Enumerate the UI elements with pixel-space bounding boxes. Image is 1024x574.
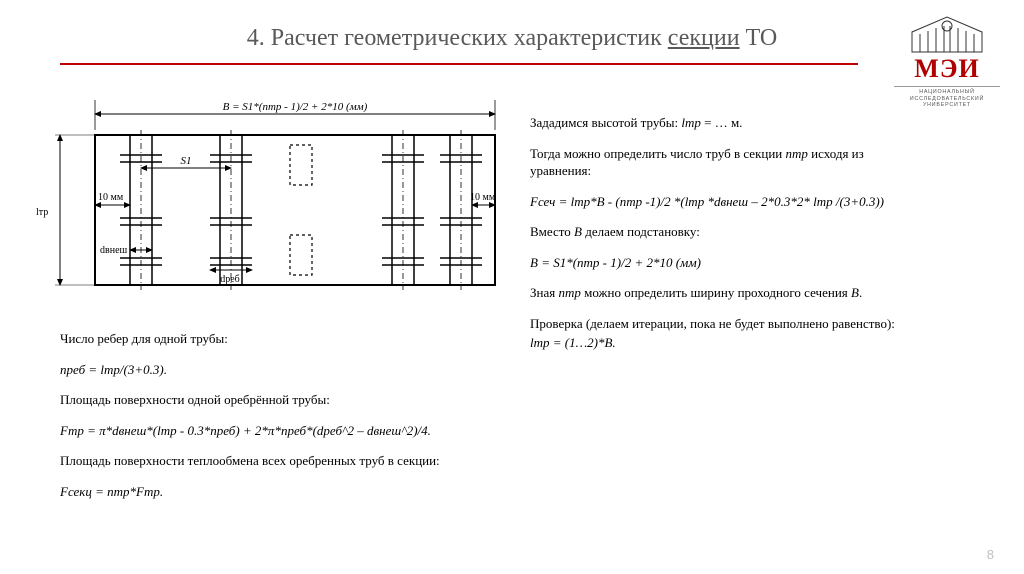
left-p3: Площадь поверхности теплообмена всех оре… <box>60 452 520 470</box>
title-prefix: 4. Расчет геометрических характеристик <box>247 25 668 51</box>
right-p4: Зная nтр можно определить ширину проходн… <box>530 284 920 302</box>
right-f3: lтр = (1…2)*В. <box>530 334 920 352</box>
left-p2: Площадь поверхности одной оребрённой тру… <box>60 391 520 409</box>
left-f3: Fсекц = nтр*Fтр. <box>60 483 520 501</box>
diagram-10mm-right: 10 мм <box>470 192 496 203</box>
diagram-dreb-label: dреб <box>220 274 240 285</box>
section-diagram: B = S1*(nтр - 1)/2 + 2*10 (мм) lтр S1 <box>30 90 510 315</box>
diagram-s1-label: S1 <box>181 155 192 167</box>
page-number: 8 <box>987 547 994 562</box>
left-text-column: Число ребер для одной трубы: nреб = lтр/… <box>60 330 520 513</box>
logo-brand: МЭИ <box>888 54 1006 84</box>
left-p1: Число ребер для одной трубы: <box>60 330 520 348</box>
logo-line2: ИССЛЕДОВАТЕЛЬСКИЙ <box>888 96 1006 103</box>
university-logo: МЭИ НАЦИОНАЛЬНЫЙ ИССЛЕДОВАТЕЛЬСКИЙ УНИВЕ… <box>888 12 1006 109</box>
right-p3: Вместо B делаем подстановку: <box>530 223 920 241</box>
left-f1: nреб = lтр/(3+0.3). <box>60 361 520 379</box>
diagram-ltr-label: lтр <box>36 207 48 218</box>
diagram-formula-b: B = S1*(nтр - 1)/2 + 2*10 (мм) <box>223 101 368 113</box>
building-icon <box>902 12 992 54</box>
left-f2: Fтр = π*dвнеш*(lтр - 0.3*nреб) + 2*π*nре… <box>60 422 520 440</box>
right-text-column: Зададимся высотой трубы: lтр = … м. Тогд… <box>530 114 920 365</box>
page-title: 4. Расчет геометрических характеристик с… <box>247 25 778 51</box>
title-underlined: секции <box>668 25 740 51</box>
diagram-dvnesh-label: dвнеш <box>100 245 128 256</box>
right-p5: Проверка (делаем итерации, пока не будет… <box>530 315 920 333</box>
right-f2: B = S1*(nтр - 1)/2 + 2*10 (мм) <box>530 254 920 272</box>
right-p2: Тогда можно определить число труб в секц… <box>530 145 920 180</box>
title-underline-rule <box>60 63 858 65</box>
right-f1: Fсеч = lтр*B - (nтр -1)/2 *(lтр *dвнеш –… <box>530 193 920 211</box>
diagram-10mm-left: 10 мм <box>98 192 124 203</box>
logo-line1: НАЦИОНАЛЬНЫЙ <box>888 89 1006 96</box>
right-p1: Зададимся высотой трубы: lтр = … м. <box>530 114 920 132</box>
title-suffix: ТО <box>740 25 778 51</box>
logo-line3: УНИВЕРСИТЕТ <box>888 102 1006 109</box>
